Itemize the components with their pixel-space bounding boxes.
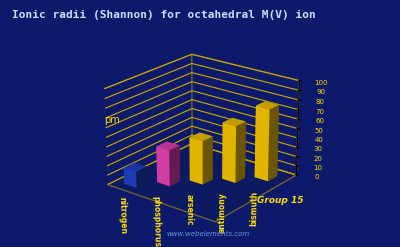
Text: www.webelements.com: www.webelements.com	[166, 231, 250, 237]
Text: Ionic radii (Shannon) for octahedral M(V) ion: Ionic radii (Shannon) for octahedral M(V…	[12, 10, 316, 20]
